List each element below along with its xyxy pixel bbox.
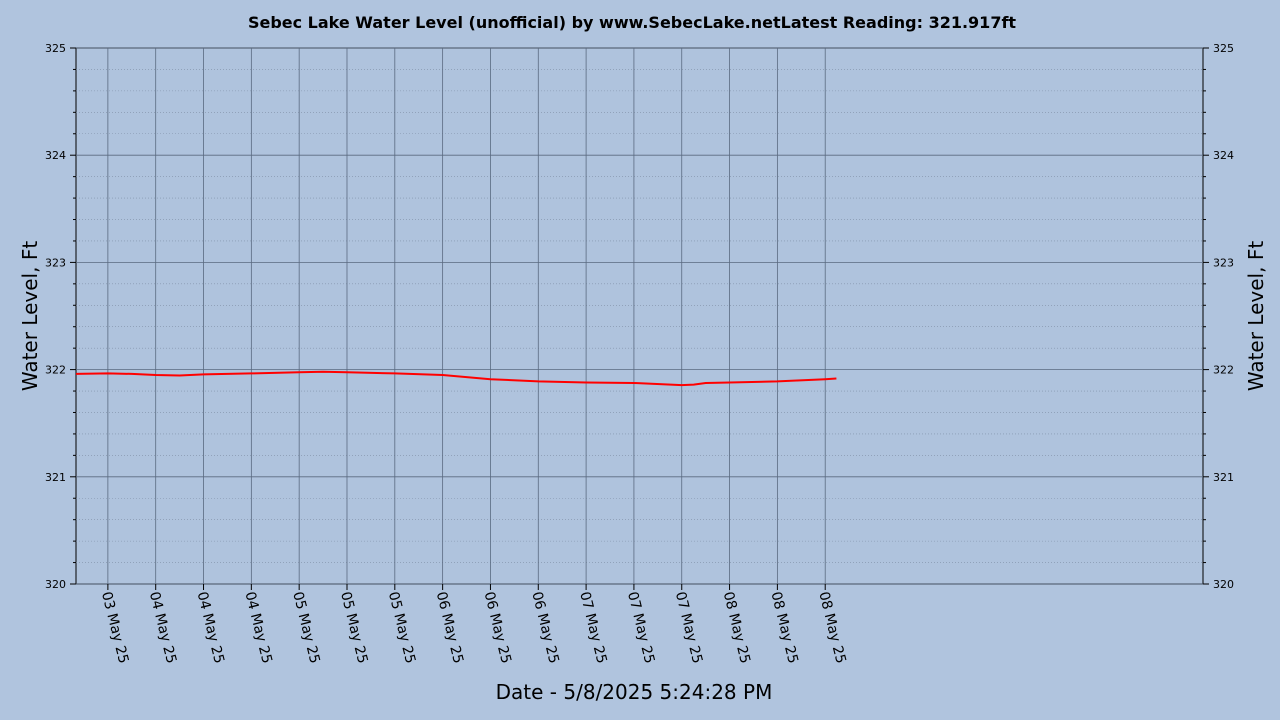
x-tick-label: 06 May 25: [481, 590, 514, 665]
x-tick-label: 07 May 25: [672, 590, 705, 665]
x-tick-label: 04 May 25: [194, 590, 227, 665]
x-tick-label: 06 May 25: [433, 590, 466, 665]
y-tick-label-left: 324: [45, 149, 66, 162]
x-axis-label: Date - 5/8/2025 5:24:28 PM: [496, 680, 773, 704]
grid-lines: [76, 47, 1203, 585]
x-tick-label: 05 May 25: [385, 590, 418, 665]
y-tick-label-left: 320: [45, 578, 66, 591]
y-tick-label-right: 324: [1213, 149, 1234, 162]
x-tick-label: 04 May 25: [146, 590, 179, 665]
x-axis-labels: 03 May 25 04 May 25 04 May 25 04 May 25 05 M…: [98, 590, 849, 665]
x-tick-label: 05 May 25: [337, 590, 370, 665]
x-tick-label: 08 May 25: [720, 590, 753, 665]
x-tick-label: 07 May 25: [624, 590, 657, 665]
x-tick-label: 04 May 25: [241, 590, 274, 665]
y-axis-left-labels: 320 321 322 323 324 325: [45, 42, 66, 591]
y-tick-label-right: 320: [1213, 578, 1234, 591]
y-tick-label-right: 322: [1213, 364, 1234, 377]
y-tick-label-left: 323: [45, 256, 66, 269]
axis-ticks: [70, 47, 1209, 590]
chart-title: Sebec Lake Water Level (unofficial) by w…: [248, 13, 1016, 32]
y-tick-label-left: 321: [45, 471, 66, 484]
x-tick-label: 05 May 25: [289, 590, 322, 665]
y-tick-label-left: 325: [45, 42, 66, 55]
series-line-water-level: [75, 370, 837, 387]
y-tick-label-right: 323: [1213, 256, 1234, 269]
y-tick-label-right: 321: [1213, 471, 1234, 484]
x-tick-label: 08 May 25: [768, 590, 801, 665]
y-tick-label-right: 325: [1213, 42, 1234, 55]
y-axis-label-right: Water Level, Ft: [1244, 241, 1268, 391]
y-axis-label-left: Water Level, Ft: [18, 241, 42, 391]
plot-area: [75, 47, 1204, 585]
y-axis-right-labels: 320 321 322 323 324 325: [1213, 42, 1234, 591]
y-tick-label-left: 322: [45, 364, 66, 377]
x-tick-label: 08 May 25: [815, 590, 848, 665]
x-tick-label: 06 May 25: [528, 590, 561, 665]
x-tick-label: 07 May 25: [576, 590, 609, 665]
x-tick-label: 03 May 25: [98, 590, 131, 665]
